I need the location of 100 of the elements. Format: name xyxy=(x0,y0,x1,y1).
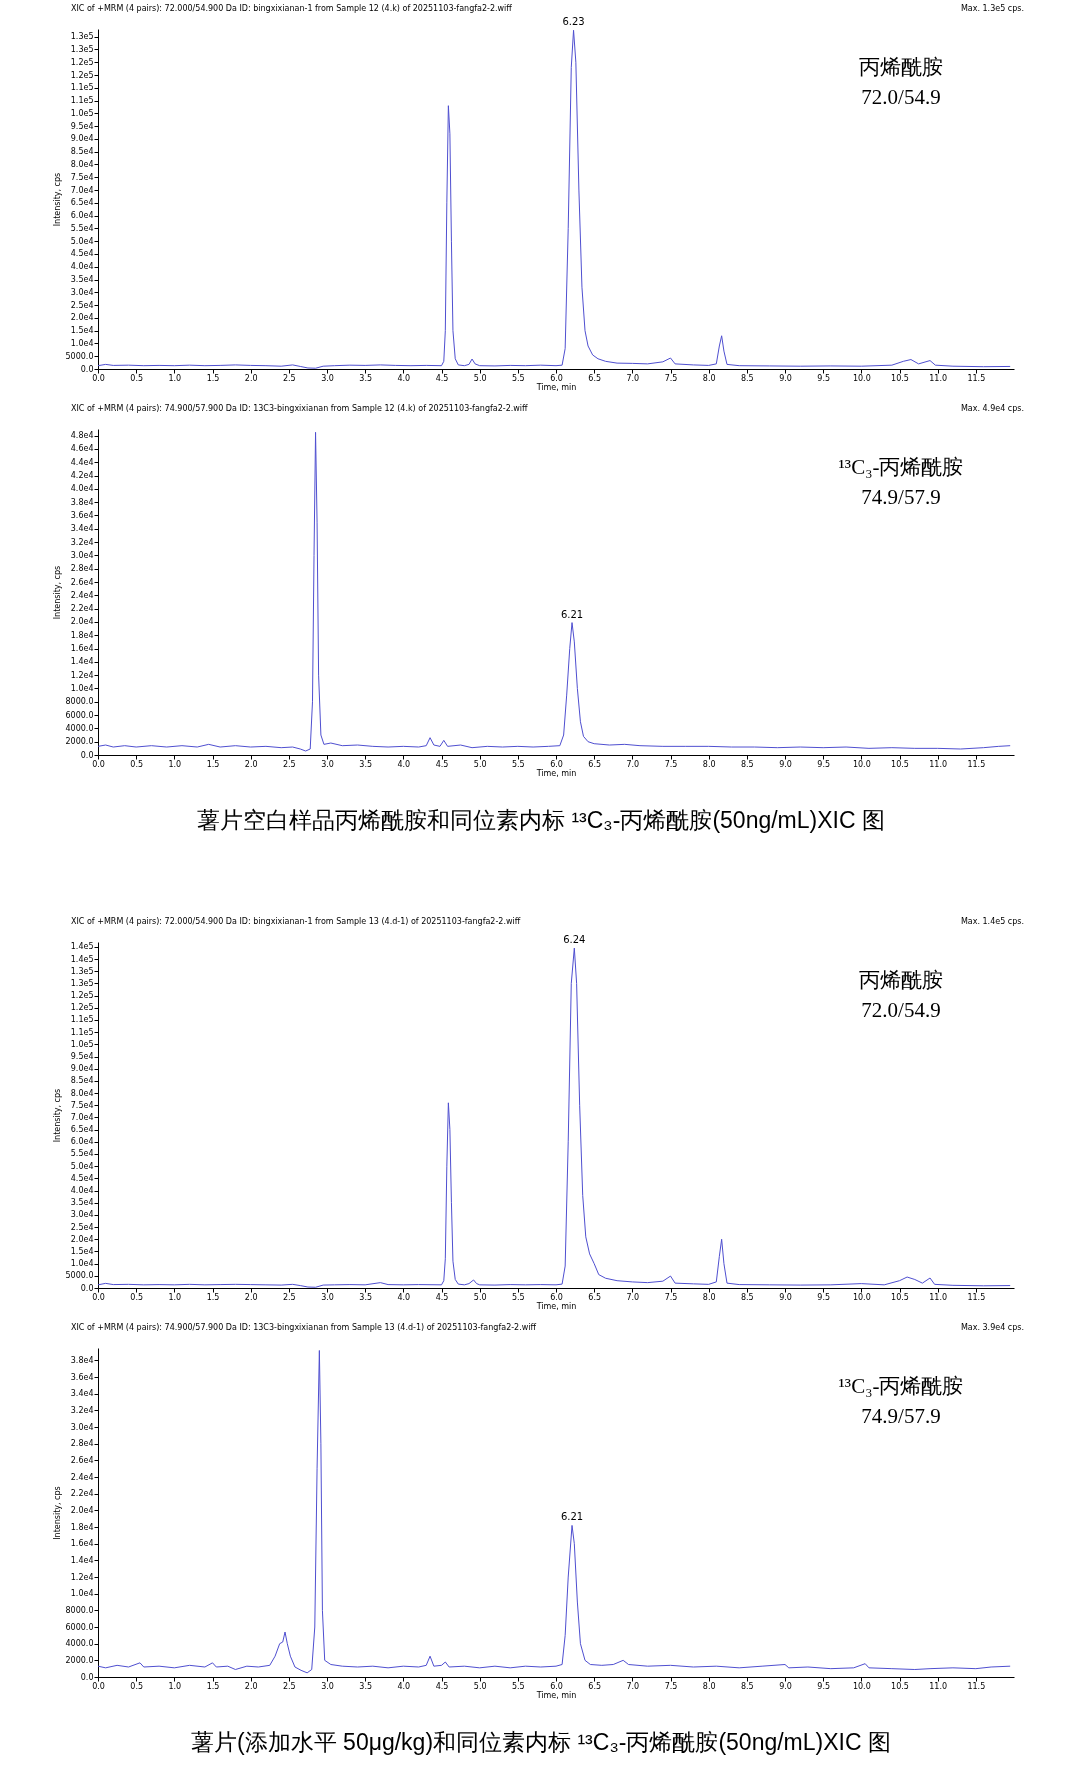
chart-title: XIC of +MRM (4 pairs): 72.000/54.900 Da ID: bingxixianan-1 from Sample 12 (4.k) of 20251103-fangfa2-2.wiff xyxy=(71,4,513,13)
y-tick-label: 1.5e4 xyxy=(70,1246,94,1256)
y-tick-label: 2.5e4 xyxy=(70,1222,94,1232)
y-tick-label: 2.4e4 xyxy=(70,590,94,600)
x-tick-label: 1.0 xyxy=(168,373,182,383)
y-tick-label: 4000.0 xyxy=(65,723,94,733)
y-tick-label: 1.0e4 xyxy=(70,683,94,693)
x-tick-label: 9.0 xyxy=(779,1681,792,1691)
annotation: 72.0/54.9 xyxy=(861,998,941,1022)
y-tick-label: 1.0e4 xyxy=(70,1259,94,1269)
annotation: 72.0/54.9 xyxy=(861,85,941,109)
x-tick-label: 2.5 xyxy=(282,1292,296,1302)
y-tick-label: 4.2e4 xyxy=(70,471,94,481)
y-tick-label: 1.3e5 xyxy=(70,32,94,42)
y-axis-title: Intensity, cps xyxy=(52,1486,62,1540)
x-tick-label: 7.0 xyxy=(626,1292,640,1302)
y-tick-label: 1.6e4 xyxy=(70,644,94,654)
x-tick-label: 10.5 xyxy=(891,1292,909,1302)
x-tick-label: 2.5 xyxy=(282,1681,296,1691)
y-tick-label: 1.2e5 xyxy=(70,70,94,80)
y-tick-label: 1.2e5 xyxy=(70,991,94,1001)
x-tick-label: 3.5 xyxy=(359,759,373,769)
x-tick-label: 11.0 xyxy=(929,373,948,383)
x-tick-label: 3.0 xyxy=(321,759,334,769)
y-tick-label: 1.1e5 xyxy=(70,1015,94,1025)
x-tick-label: 5.5 xyxy=(511,1681,525,1691)
y-tick-label: 0.0 xyxy=(80,1672,94,1682)
y-tick-label: 2000.0 xyxy=(65,737,94,747)
x-tick-label: 8.5 xyxy=(740,759,754,769)
y-tick-label: 3.8e4 xyxy=(70,497,94,507)
x-tick-label: 8.5 xyxy=(740,373,754,383)
y-tick-label: 8.5e4 xyxy=(70,147,94,157)
y-tick-label: 0.0 xyxy=(80,364,94,374)
x-tick-label: 0.0 xyxy=(92,1681,105,1691)
y-tick-label: 5.5e4 xyxy=(70,1149,94,1159)
x-tick-label: 1.5 xyxy=(206,373,220,383)
x-tick-label: 5.0 xyxy=(473,1681,487,1691)
y-tick-label: 4.4e4 xyxy=(70,457,94,467)
y-tick-label: 3.5e4 xyxy=(70,1198,94,1208)
x-tick-label: 2.5 xyxy=(282,373,296,383)
y-tick-label: 5000.0 xyxy=(65,1271,94,1281)
y-tick-label: 3.4e4 xyxy=(70,524,94,534)
x-axis-title: Time, min xyxy=(535,768,577,778)
y-tick-label: 1.0e4 xyxy=(70,1589,94,1599)
x-tick-label: 0.0 xyxy=(92,1292,105,1302)
y-tick-label: 3.4e4 xyxy=(70,1389,94,1399)
chart-title: XIC of +MRM (4 pairs): 74.900/57.900 Da ID: 13C3-bingxixianan from Sample 13 (4.d-1) of 20251103-fangfa2-2.wiff xyxy=(71,1323,537,1332)
y-tick-label: 1.3e5 xyxy=(70,978,94,988)
x-tick-label: 8.5 xyxy=(740,1292,754,1302)
x-tick-label: 1.5 xyxy=(206,759,220,769)
x-tick-label: 9.5 xyxy=(817,759,831,769)
y-tick-label: 5.5e4 xyxy=(70,223,94,233)
y-tick-label: 9.5e4 xyxy=(70,1052,94,1062)
x-tick-label: 6.5 xyxy=(588,759,602,769)
x-tick-label: 5.5 xyxy=(511,1292,525,1302)
line-series xyxy=(98,431,1011,752)
x-tick-label: 4.5 xyxy=(435,1681,449,1691)
x-tick-label: 9.5 xyxy=(817,1681,831,1691)
y-tick-label: 2.0e4 xyxy=(70,617,94,627)
annotation: 6.21 xyxy=(560,1511,584,1523)
x-tick-label: 10.0 xyxy=(852,1681,871,1691)
y-tick-label: 3.6e4 xyxy=(70,1372,94,1382)
y-tick-label: 3.8e4 xyxy=(70,1355,94,1365)
y-tick-label: 1.2e5 xyxy=(70,57,94,67)
y-tick-label: 4.8e4 xyxy=(70,431,94,441)
x-tick-label: 1.0 xyxy=(168,1681,182,1691)
y-tick-label: 2.5e4 xyxy=(70,300,94,310)
text: 薯片(添加水平 50μg/kg)和同位素内标 ¹³C₃-丙烯酰胺(50ng/mL)XIC 图 xyxy=(191,1729,891,1755)
x-tick-label: 5.0 xyxy=(473,759,487,769)
y-tick-label: 1.2e4 xyxy=(70,1572,94,1582)
line-series xyxy=(98,29,1011,369)
y-tick-label: 3.0e4 xyxy=(70,550,94,560)
y-tick-label: 2.0e4 xyxy=(70,1234,94,1244)
y-tick-label: 7.0e4 xyxy=(70,1112,94,1122)
y-tick-label: 4.5e4 xyxy=(70,249,94,259)
y-tick-label: 9.0e4 xyxy=(70,1064,94,1074)
y-tick-label: 2000.0 xyxy=(65,1655,94,1665)
x-tick-label: 1.5 xyxy=(206,1292,220,1302)
x-tick-label: 9.5 xyxy=(817,1292,831,1302)
x-tick-label: 4.0 xyxy=(397,1292,411,1302)
x-tick-label: 6.0 xyxy=(550,373,563,383)
x-tick-label: 0.5 xyxy=(130,373,144,383)
y-tick-label: 4.0e4 xyxy=(70,1186,94,1196)
x-tick-label: 7.5 xyxy=(664,759,678,769)
x-tick-label: 10.0 xyxy=(852,373,871,383)
y-tick-label: 7.5e4 xyxy=(70,1100,94,1110)
y-tick-label: 0.0 xyxy=(80,750,94,760)
x-tick-label: 1.5 xyxy=(206,1681,220,1691)
x-tick-label: 3.5 xyxy=(359,373,373,383)
x-tick-label: 11.5 xyxy=(967,373,986,383)
y-tick-label: 0.0 xyxy=(80,1283,94,1293)
x-tick-label: 5.0 xyxy=(473,373,487,383)
x-tick-label: 11.5 xyxy=(967,1681,986,1691)
y-tick-label: 3.5e4 xyxy=(70,275,94,285)
y-tick-label: 7.5e4 xyxy=(70,172,94,182)
y-tick-label: 6.0e4 xyxy=(70,211,94,221)
y-axis-title: Intensity, cps xyxy=(52,1088,62,1143)
y-tick-label: 1.0e4 xyxy=(70,338,94,348)
x-tick-label: 4.5 xyxy=(435,1292,449,1302)
x-tick-label: 0.5 xyxy=(130,759,144,769)
